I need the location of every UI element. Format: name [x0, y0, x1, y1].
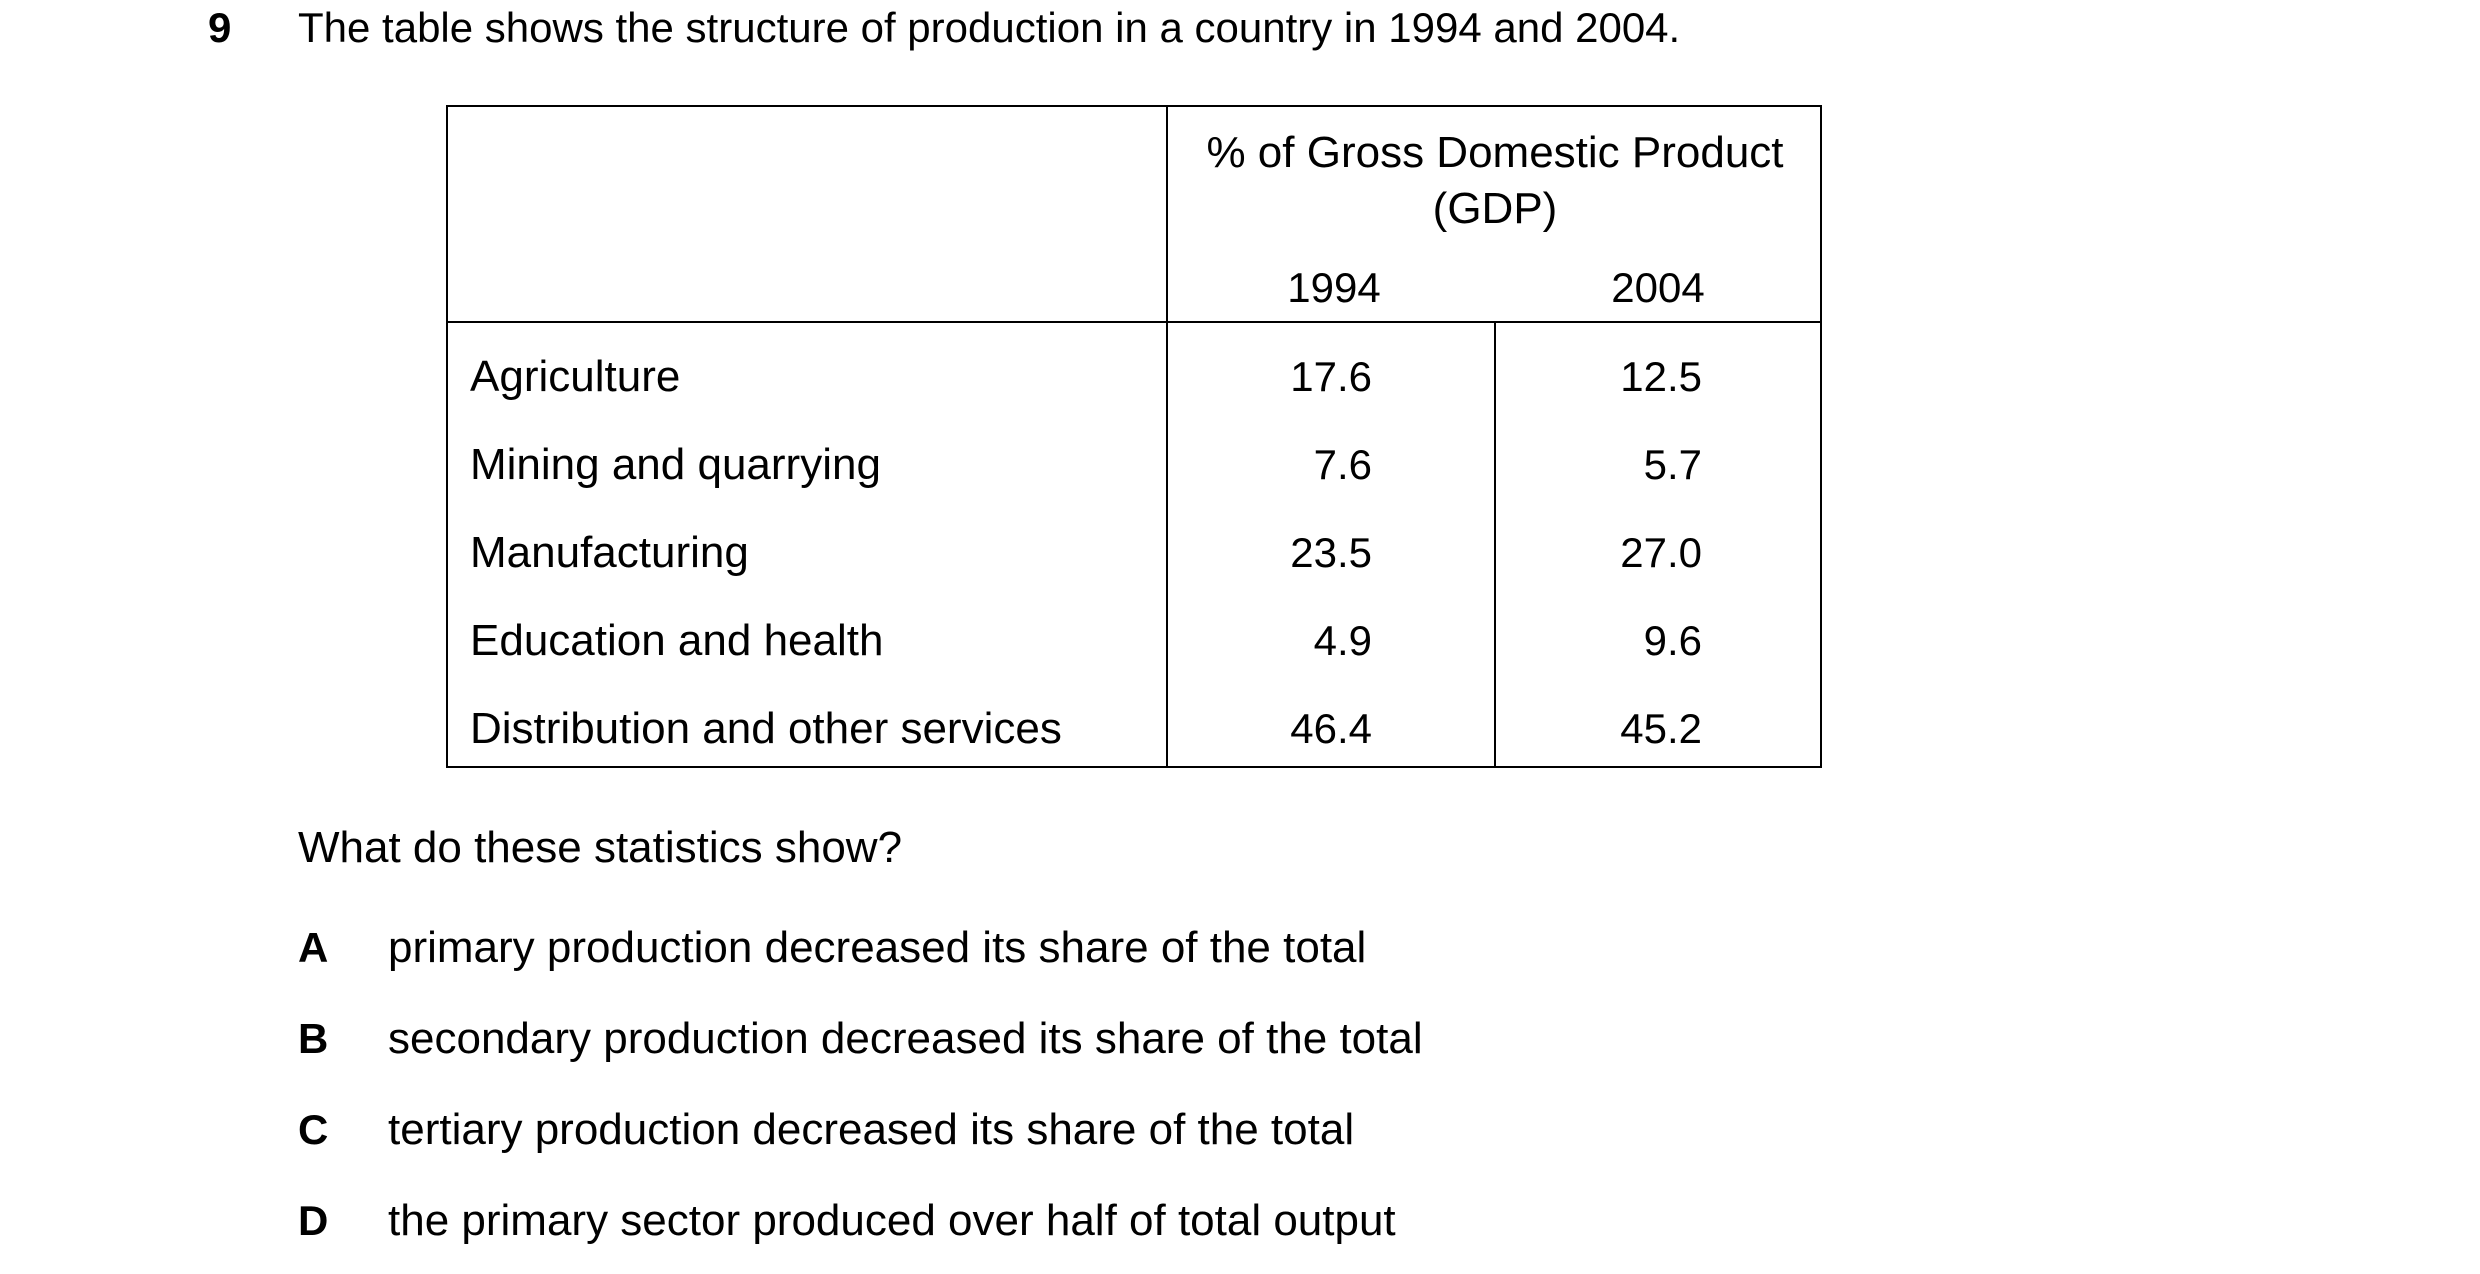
table-divider-horizontal — [448, 321, 1820, 323]
table-row-label: Mining and quarrying — [470, 440, 881, 489]
year-header-2004: 2004 — [1611, 264, 1705, 311]
table-row-label: Manufacturing — [470, 528, 749, 577]
option-letter-d: D — [298, 1197, 329, 1244]
option-text-a: primary production decreased its share o… — [388, 923, 1367, 972]
option-text-c: tertiary production decreased its share … — [388, 1105, 1355, 1154]
option-text-b: secondary production decreased its share… — [388, 1014, 1423, 1063]
year-header-1994: 1994 — [1287, 264, 1381, 311]
table-cell-2004: 27.0 — [1620, 529, 1702, 576]
table-row-label: Education and health — [470, 616, 884, 665]
table-row-label: Agriculture — [470, 352, 681, 401]
option-text-d: the primary sector produced over half of… — [388, 1196, 1396, 1245]
table-row-label: Distribution and other services — [470, 704, 1062, 753]
table-cell-1994: 46.4 — [1290, 705, 1372, 752]
table-cell-1994: 17.6 — [1290, 353, 1372, 400]
option-letter-a: A — [298, 924, 329, 971]
table-cell-2004: 12.5 — [1620, 353, 1702, 400]
table-divider-vertical — [1166, 107, 1168, 766]
table-header-line1: % of Gross Domestic Product — [1206, 128, 1784, 177]
gdp-table: % of Gross Domestic Product (GDP) 1994 2… — [446, 105, 1822, 768]
table-cell-1994: 4.9 — [1313, 617, 1372, 664]
question-stem: The table shows the structure of product… — [298, 4, 1681, 51]
table-divider-years — [1494, 322, 1496, 766]
option-letter-c: C — [298, 1106, 329, 1153]
table-cell-2004: 5.7 — [1643, 441, 1702, 488]
table-cell-1994: 23.5 — [1290, 529, 1372, 576]
question-number: 9 — [208, 4, 232, 51]
table-cell-1994: 7.6 — [1313, 441, 1372, 488]
table-header-gdp: % of Gross Domestic Product (GDP) — [1168, 125, 1822, 237]
option-letter-b: B — [298, 1015, 329, 1062]
question-prompt: What do these statistics show? — [298, 823, 903, 872]
table-cell-2004: 9.6 — [1643, 617, 1702, 664]
table-header-line2: (GDP) — [1432, 184, 1558, 233]
table-cell-2004: 45.2 — [1620, 705, 1702, 752]
